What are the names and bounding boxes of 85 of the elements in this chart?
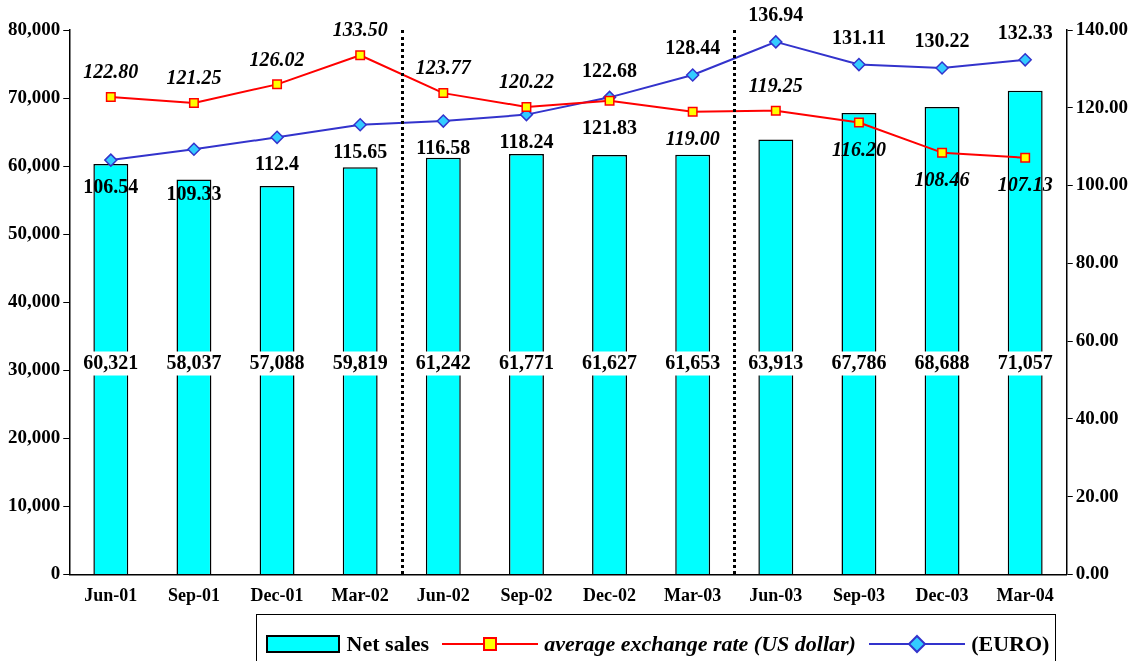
point: [935, 61, 949, 75]
point: [937, 147, 948, 158]
point: [853, 117, 864, 128]
x-tick-label: Sep-03: [832, 584, 885, 605]
y2-tick-label: 80.00: [1075, 251, 1119, 273]
data-label: 115.65: [333, 139, 388, 162]
data-label: 68,688: [914, 350, 970, 373]
data-label: 71,057: [997, 350, 1053, 373]
point: [272, 79, 283, 90]
x-tick-label: Jun-03: [749, 584, 803, 605]
x-tick-label: Sep-02: [500, 584, 553, 605]
point: [1020, 152, 1031, 163]
point: [604, 95, 615, 106]
x-tick-label: Dec-01: [250, 584, 304, 605]
data-label: 123.77: [415, 56, 472, 79]
data-label: 60,321: [83, 350, 139, 373]
data-label: 126.02: [249, 47, 305, 70]
point: [770, 105, 781, 116]
data-label: 112.4: [255, 152, 300, 175]
data-label: 61,653: [665, 350, 721, 373]
data-label: 120.22: [498, 70, 554, 93]
data-label: 57,088: [249, 350, 305, 373]
point: [1018, 53, 1032, 67]
data-label: 61,627: [582, 350, 638, 373]
y-tick-label: 40,000: [8, 290, 61, 312]
data-label: 119.25: [748, 73, 803, 96]
x-tick-label: Mar-02: [331, 584, 389, 605]
data-label: 59,819: [332, 350, 388, 373]
data-label: 131.11: [831, 25, 886, 48]
data-label: 61,242: [415, 350, 471, 373]
y2-tick-label: 140.00: [1075, 17, 1128, 39]
y2-tick-label: 60.00: [1075, 328, 1119, 350]
legend-label: Net sales: [346, 631, 430, 657]
point: [270, 130, 284, 145]
data-label: 122.80: [83, 60, 139, 83]
legend-label: average exchange rate (US dollar): [544, 631, 856, 657]
x-tick-label: Sep-01: [167, 584, 220, 605]
y2-tick-label: 40.00: [1075, 406, 1119, 428]
data-label: 133.50: [332, 18, 388, 41]
data-label: 63,913: [748, 350, 804, 373]
y-tick-label: 30,000: [8, 358, 61, 380]
data-label: 116.58: [416, 136, 471, 159]
x-tick-label: Mar-03: [664, 584, 722, 605]
point: [353, 117, 367, 132]
point: [188, 97, 199, 108]
point: [355, 50, 366, 61]
data-label: 118.24: [499, 129, 554, 152]
x-tick-label: Mar-04: [996, 584, 1054, 605]
data-label: 132.33: [997, 21, 1053, 43]
x-tick-label: Jun-02: [416, 584, 470, 605]
point: [769, 35, 783, 49]
data-label: 121.83: [582, 115, 638, 138]
data-label: 122.68: [582, 58, 638, 81]
point: [436, 114, 451, 128]
point: [104, 153, 118, 167]
point: [187, 142, 201, 157]
data-label: 58,037: [166, 350, 222, 373]
point: [687, 106, 698, 117]
point: [438, 88, 449, 99]
y-tick-label: 20,000: [8, 426, 61, 448]
y-tick-label: 0: [50, 562, 61, 584]
data-label: 121.25: [166, 66, 222, 89]
data-label: 67,786: [831, 350, 887, 373]
point: [521, 101, 532, 112]
x-tick-label: Dec-02: [583, 584, 637, 605]
point: [852, 57, 866, 72]
y2-tick-label: 120.00: [1075, 95, 1128, 117]
data-label: 61,771: [498, 350, 554, 373]
x-tick-label: Jun-01: [84, 584, 138, 605]
data-label: 128.44: [665, 36, 721, 59]
x-tick-label: Dec-03: [915, 584, 969, 605]
y-tick-label: 60,000: [8, 154, 61, 176]
y2-tick-label: 100.00: [1075, 173, 1128, 195]
y-tick-label: 10,000: [8, 494, 61, 516]
y2-tick-label: 0.00: [1075, 562, 1109, 584]
y-tick-label: 70,000: [8, 85, 61, 107]
data-label: 119.00: [665, 126, 720, 149]
point: [685, 68, 700, 82]
legend-label: (EURO): [971, 631, 1050, 657]
data-label: 136.94: [748, 3, 804, 26]
y-tick-label: 50,000: [8, 222, 61, 244]
data-label: 130.22: [914, 29, 970, 52]
y-tick-label: 80,000: [8, 17, 61, 39]
point: [105, 91, 116, 102]
y2-tick-label: 20.00: [1075, 484, 1119, 506]
